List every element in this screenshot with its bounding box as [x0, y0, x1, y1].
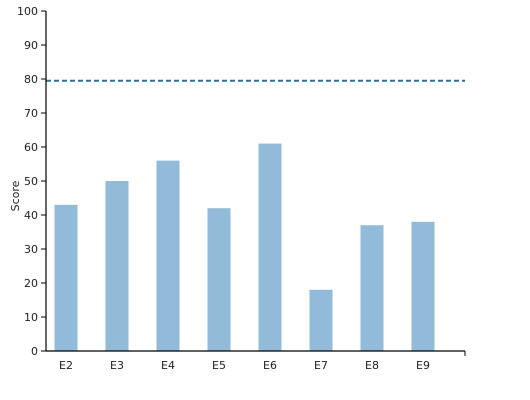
bar-e4: [156, 160, 180, 351]
x-tick-label-e6: E6: [263, 359, 277, 372]
y-axis: 0 10 20 30 40 50 60 70 80 90 100: [17, 5, 47, 358]
bar-e6: [258, 143, 282, 351]
y-tick-label-40: 40: [24, 209, 38, 222]
y-tick-label-60: 60: [24, 141, 38, 154]
bars-group: [54, 143, 435, 351]
x-tick-label-e7: E7: [314, 359, 328, 372]
y-axis-title: Score: [9, 180, 22, 211]
bar-e9: [411, 221, 435, 351]
y-tick-label-20: 20: [24, 277, 38, 290]
x-axis: E2 E3 E4 E5 E6 E7 E8 E9: [46, 350, 466, 372]
y-tick-label-10: 10: [24, 311, 38, 324]
y-tick-label-50: 50: [24, 175, 38, 188]
y-tick-label-100: 100: [17, 5, 38, 18]
y-tick-label-30: 30: [24, 243, 38, 256]
bar-e5: [207, 208, 231, 351]
x-tick-label-e2: E2: [59, 359, 73, 372]
bar-e2: [54, 204, 78, 351]
bar-e3: [105, 181, 129, 351]
x-tick-label-e8: E8: [365, 359, 379, 372]
y-tick-label-0: 0: [31, 345, 38, 358]
bar-e8: [360, 225, 384, 351]
x-tick-label-e3: E3: [110, 359, 124, 372]
y-tick-label-70: 70: [24, 107, 38, 120]
y-tick-label-90: 90: [24, 39, 38, 52]
x-tick-label-e5: E5: [212, 359, 226, 372]
x-tick-label-e4: E4: [161, 359, 175, 372]
x-tick-label-e9: E9: [416, 359, 430, 372]
bar-e7: [309, 289, 333, 351]
y-tick-label-80: 80: [24, 73, 38, 86]
